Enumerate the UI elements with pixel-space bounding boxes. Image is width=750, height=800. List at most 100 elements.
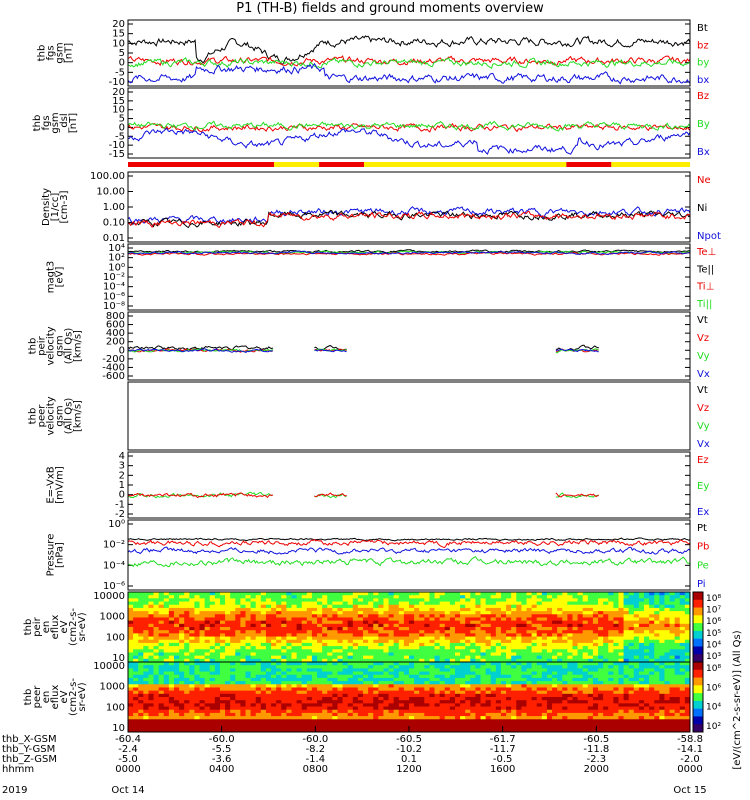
spec-cell bbox=[628, 614, 635, 618]
spec-cell bbox=[531, 630, 538, 634]
spec-cell bbox=[347, 697, 354, 701]
spec-cell bbox=[271, 728, 277, 733]
spec-cell bbox=[306, 652, 313, 657]
spec-cell bbox=[271, 706, 277, 711]
spec-cell bbox=[516, 706, 522, 711]
spec-cell bbox=[373, 658, 379, 663]
spec-cell bbox=[317, 703, 323, 708]
spec-cell bbox=[582, 716, 589, 720]
spec-cell bbox=[240, 642, 247, 647]
spec-cell bbox=[225, 665, 231, 669]
spec-cell bbox=[582, 684, 589, 688]
spec-cell bbox=[424, 690, 430, 695]
spec-cell bbox=[449, 706, 456, 711]
spec-cell bbox=[189, 617, 195, 622]
spec-cell bbox=[536, 668, 543, 673]
spec-cell bbox=[179, 690, 185, 695]
spec-cell bbox=[460, 614, 466, 618]
spec-cell bbox=[388, 693, 395, 698]
spec-cell bbox=[138, 671, 144, 676]
spec-cell bbox=[567, 700, 573, 704]
spec-cell bbox=[424, 728, 430, 733]
spec-cell bbox=[281, 617, 287, 622]
spec-cell bbox=[250, 595, 257, 599]
spec-cell bbox=[541, 674, 548, 679]
spec-cell bbox=[398, 595, 405, 599]
spec-cell bbox=[148, 677, 155, 682]
spec-cell bbox=[618, 719, 625, 723]
spec-cell bbox=[388, 620, 395, 625]
spec-cell bbox=[434, 614, 441, 618]
spec-cell bbox=[526, 620, 533, 625]
spec-cell bbox=[235, 728, 241, 733]
spec-cell bbox=[567, 642, 573, 647]
spec-cell bbox=[230, 690, 236, 695]
spec-cell bbox=[363, 674, 369, 679]
spec-cell bbox=[128, 684, 134, 688]
spec-cell bbox=[654, 668, 660, 673]
spec-cell bbox=[531, 646, 538, 650]
spec-cell bbox=[230, 684, 236, 688]
spec-cell bbox=[470, 658, 476, 663]
spec-cell bbox=[485, 690, 492, 695]
spec-cell bbox=[250, 598, 257, 603]
spec-cell bbox=[173, 700, 180, 704]
spec-cell bbox=[214, 674, 221, 679]
spec-cell bbox=[158, 665, 165, 669]
spec-cell bbox=[490, 646, 497, 650]
spec-cell bbox=[373, 706, 379, 711]
spec-cell bbox=[184, 700, 190, 704]
spec-cell bbox=[541, 652, 548, 657]
spec-cell bbox=[603, 728, 609, 733]
spec-cell bbox=[506, 639, 512, 644]
spec-cell bbox=[271, 604, 277, 609]
spec-cell bbox=[429, 674, 436, 679]
spec-cell bbox=[628, 620, 635, 625]
spec-cell bbox=[521, 725, 528, 730]
spec-cell bbox=[286, 700, 292, 704]
spec-cell bbox=[357, 658, 364, 663]
spec-cell bbox=[526, 690, 533, 695]
spec-cell bbox=[480, 617, 487, 622]
spec-cell bbox=[414, 728, 420, 733]
spec-cell bbox=[536, 725, 543, 730]
spec-cell bbox=[552, 646, 558, 650]
spec-cell bbox=[638, 674, 645, 679]
spec-cell bbox=[546, 642, 553, 647]
spec-cell bbox=[286, 668, 292, 673]
spec-cell bbox=[327, 684, 333, 688]
spec-cell bbox=[511, 662, 517, 666]
spec-cell bbox=[352, 601, 359, 606]
spec-cell bbox=[454, 652, 461, 657]
spec-cell bbox=[322, 614, 328, 618]
spec-cell bbox=[546, 728, 553, 733]
spec-cell bbox=[148, 646, 155, 650]
spec-cell bbox=[485, 712, 492, 717]
spec-cell bbox=[225, 627, 231, 631]
spec-cell bbox=[521, 601, 528, 606]
spec-cell bbox=[373, 677, 379, 682]
spec-cell bbox=[618, 604, 625, 609]
spec-cell bbox=[363, 671, 369, 676]
spec-cell bbox=[644, 665, 650, 669]
spec-cell bbox=[271, 722, 277, 727]
spec-cell bbox=[541, 709, 548, 714]
spec-cell bbox=[409, 719, 415, 723]
spec-cell bbox=[368, 652, 374, 657]
spec-cell bbox=[276, 614, 282, 618]
spec-cell bbox=[240, 617, 247, 622]
tick-label: 1 bbox=[119, 480, 125, 491]
spec-cell bbox=[301, 662, 308, 666]
spec-cell bbox=[368, 722, 374, 727]
spec-cell bbox=[582, 607, 589, 612]
spec-cell bbox=[633, 697, 640, 701]
spec-cell bbox=[163, 687, 170, 692]
spec-cell bbox=[347, 658, 354, 663]
spec-cell bbox=[444, 630, 451, 634]
spec-cell bbox=[521, 700, 528, 704]
spec-cell bbox=[598, 722, 604, 727]
spec-cell bbox=[449, 716, 456, 720]
spec-cell bbox=[317, 725, 323, 730]
spec-cell bbox=[434, 671, 441, 676]
